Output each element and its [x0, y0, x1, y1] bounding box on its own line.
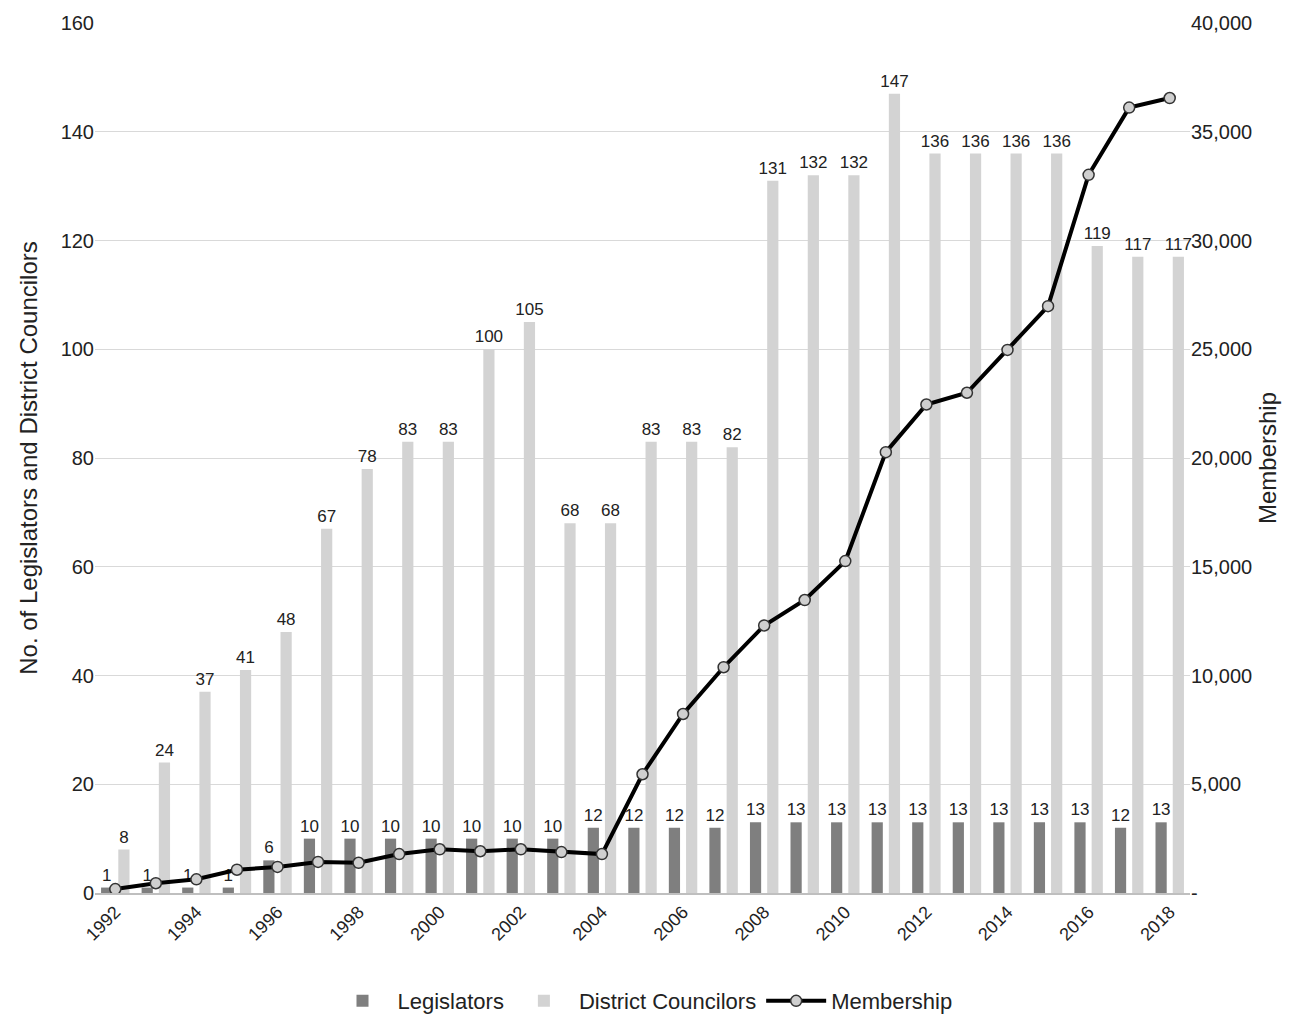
- svg-text:13: 13: [746, 800, 765, 819]
- svg-text:60: 60: [72, 556, 94, 578]
- svg-text:41: 41: [236, 648, 255, 667]
- svg-text:13: 13: [1071, 800, 1090, 819]
- svg-text:10,000: 10,000: [1191, 665, 1252, 687]
- svg-text:1994: 1994: [163, 902, 205, 944]
- svg-text:119: 119: [1084, 224, 1111, 243]
- svg-text:No. of Legislators and Distric: No. of Legislators and District Councilo…: [15, 241, 42, 675]
- svg-text:2012: 2012: [893, 902, 935, 944]
- svg-text:6: 6: [264, 838, 273, 857]
- svg-text:2010: 2010: [812, 902, 854, 944]
- svg-text:10: 10: [462, 817, 481, 836]
- svg-text:10: 10: [381, 817, 400, 836]
- svg-text:35,000: 35,000: [1191, 121, 1252, 143]
- svg-text:10: 10: [341, 817, 360, 836]
- svg-text:48: 48: [277, 610, 296, 629]
- svg-text:12: 12: [1111, 806, 1130, 825]
- svg-text:2008: 2008: [731, 902, 773, 944]
- svg-text:2004: 2004: [569, 902, 611, 944]
- svg-text:83: 83: [398, 420, 417, 439]
- svg-text:13: 13: [1030, 800, 1049, 819]
- svg-text:Membership: Membership: [831, 989, 952, 1014]
- svg-text:2018: 2018: [1136, 902, 1178, 944]
- svg-text:5,000: 5,000: [1191, 773, 1241, 795]
- svg-text:-: -: [1191, 882, 1198, 904]
- svg-text:13: 13: [949, 800, 968, 819]
- svg-text:117: 117: [1124, 235, 1151, 254]
- svg-text:12: 12: [706, 806, 725, 825]
- svg-text:2016: 2016: [1055, 902, 1097, 944]
- svg-text:13: 13: [827, 800, 846, 819]
- svg-text:160: 160: [61, 12, 94, 34]
- svg-text:1: 1: [224, 866, 233, 885]
- svg-text:13: 13: [908, 800, 927, 819]
- svg-text:136: 136: [921, 132, 949, 151]
- svg-text:10: 10: [543, 817, 562, 836]
- svg-text:30,000: 30,000: [1191, 230, 1252, 252]
- svg-text:10: 10: [503, 817, 522, 836]
- svg-text:2002: 2002: [488, 902, 530, 944]
- svg-text:1998: 1998: [325, 902, 367, 944]
- svg-text:117: 117: [1165, 235, 1192, 254]
- svg-text:12: 12: [624, 806, 643, 825]
- svg-text:105: 105: [515, 300, 543, 319]
- svg-text:12: 12: [584, 806, 603, 825]
- svg-text:Membership: Membership: [1254, 392, 1281, 524]
- svg-text:136: 136: [1002, 132, 1030, 151]
- svg-text:68: 68: [601, 501, 620, 520]
- svg-text:20,000: 20,000: [1191, 447, 1252, 469]
- svg-text:132: 132: [799, 153, 827, 172]
- svg-text:136: 136: [1042, 132, 1070, 151]
- svg-text:10: 10: [300, 817, 319, 836]
- svg-text:13: 13: [989, 800, 1008, 819]
- svg-text:10: 10: [422, 817, 441, 836]
- svg-text:1996: 1996: [244, 902, 286, 944]
- svg-text:District Councilors: District Councilors: [579, 989, 756, 1014]
- svg-text:12: 12: [665, 806, 684, 825]
- svg-text:24: 24: [155, 741, 174, 760]
- svg-text:40,000: 40,000: [1191, 12, 1252, 34]
- svg-text:67: 67: [317, 507, 336, 526]
- svg-text:1: 1: [102, 866, 111, 885]
- svg-text:37: 37: [196, 670, 215, 689]
- svg-text:131: 131: [759, 159, 787, 178]
- svg-text:20: 20: [72, 773, 94, 795]
- svg-text:100: 100: [61, 338, 94, 360]
- svg-text:Legislators: Legislators: [398, 989, 504, 1014]
- svg-text:1: 1: [142, 866, 151, 885]
- svg-text:2006: 2006: [650, 902, 692, 944]
- svg-text:13: 13: [787, 800, 806, 819]
- svg-text:100: 100: [475, 327, 503, 346]
- svg-text:2014: 2014: [974, 902, 1016, 944]
- svg-text:40: 40: [72, 665, 94, 687]
- svg-text:136: 136: [961, 132, 989, 151]
- svg-text:8: 8: [119, 828, 128, 847]
- svg-text:0: 0: [83, 882, 94, 904]
- svg-text:68: 68: [561, 501, 580, 520]
- svg-text:13: 13: [868, 800, 887, 819]
- svg-text:15,000: 15,000: [1191, 556, 1252, 578]
- svg-text:83: 83: [439, 420, 458, 439]
- svg-text:83: 83: [642, 420, 661, 439]
- svg-text:147: 147: [880, 72, 908, 91]
- svg-text:120: 120: [61, 230, 94, 252]
- svg-text:83: 83: [682, 420, 701, 439]
- svg-text:82: 82: [723, 425, 742, 444]
- svg-text:132: 132: [840, 153, 868, 172]
- svg-text:140: 140: [61, 121, 94, 143]
- svg-text:1: 1: [183, 866, 192, 885]
- svg-text:2000: 2000: [406, 902, 448, 944]
- svg-text:25,000: 25,000: [1191, 338, 1252, 360]
- svg-text:1992: 1992: [82, 902, 124, 944]
- svg-text:78: 78: [358, 447, 377, 466]
- svg-text:13: 13: [1152, 800, 1171, 819]
- svg-text:80: 80: [72, 447, 94, 469]
